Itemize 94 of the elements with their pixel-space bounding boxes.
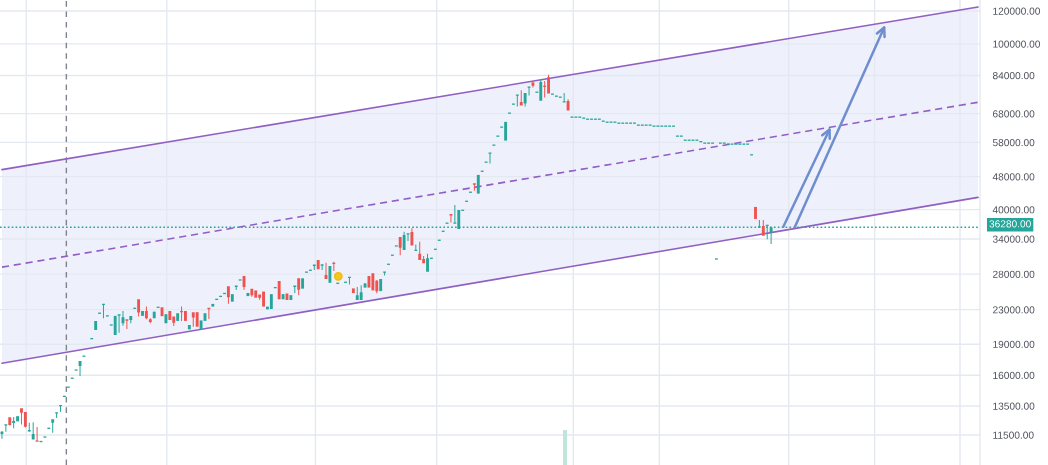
- candlestick: [383, 271, 387, 276]
- y-tick-label: 19000.00: [993, 340, 1035, 348]
- candlestick: [211, 303, 215, 307]
- y-tick-label: 84000.00: [992, 72, 1035, 80]
- candlestick: [254, 290, 258, 298]
- candlestick: [141, 310, 144, 316]
- candlestick: [250, 288, 254, 297]
- candlestick: [16, 416, 20, 422]
- candlestick: [301, 278, 305, 289]
- candlestick: [355, 286, 359, 300]
- y-tick-label: 68000.00: [993, 110, 1035, 118]
- candlestick: [226, 286, 230, 304]
- candlestick: [426, 253, 429, 272]
- candlestick: [281, 294, 285, 300]
- candlestick: [12, 416, 16, 429]
- candlestick: [289, 295, 293, 300]
- candlestick: [55, 412, 59, 418]
- candlestick: [230, 294, 234, 302]
- candlestick: [51, 419, 55, 433]
- candlestick: [94, 321, 98, 331]
- candlestick: [757, 219, 761, 228]
- candlestick: [398, 236, 402, 256]
- candlestick: [35, 426, 39, 442]
- y-tick-label: 100000.00: [993, 40, 1041, 48]
- candlestick: [348, 276, 351, 285]
- candlestick: [129, 315, 133, 324]
- candlestick: [269, 294, 273, 310]
- candlestick: [476, 174, 480, 194]
- candlestick: [187, 324, 191, 330]
- y-tick-label: 11500.00: [993, 431, 1034, 439]
- candlestick: [8, 417, 12, 426]
- candlestick: [148, 318, 152, 324]
- candlestick: [379, 278, 383, 292]
- candlestick: [515, 94, 519, 107]
- candlestick: [504, 121, 508, 141]
- candlestick: [761, 219, 765, 236]
- candlestick: [102, 303, 105, 319]
- candlestick: [180, 306, 183, 321]
- candlestick: [488, 152, 492, 164]
- candlestick: [164, 314, 168, 324]
- candlestick: [137, 299, 141, 317]
- candlestick: [316, 259, 320, 270]
- y-tick-label: 58000.00: [992, 139, 1035, 147]
- candlestick: [562, 92, 566, 103]
- candlestick: [4, 424, 8, 432]
- candlestick: [125, 319, 129, 329]
- candlestick: [539, 79, 543, 101]
- y-tick-label: 16000.00: [993, 371, 1035, 380]
- candlestick: [406, 233, 410, 242]
- candlestick: [23, 411, 27, 428]
- candlestick: [176, 313, 180, 321]
- candlestick: [246, 292, 250, 297]
- candlestick: [363, 283, 367, 288]
- ref-line-label: 36280.00: [989, 220, 1031, 228]
- candlestick: [410, 228, 414, 246]
- candlestick: [262, 291, 265, 307]
- candlestick: [418, 241, 422, 260]
- candlestick: [27, 422, 31, 432]
- candlestick: [113, 315, 117, 336]
- y-tick-label: 48000.00: [992, 173, 1035, 181]
- candlestick: [332, 261, 336, 272]
- candlestick: [519, 90, 523, 106]
- candlestick: [31, 422, 35, 440]
- candlestick: [191, 312, 195, 327]
- y-tick-label: 40000.00: [992, 206, 1035, 214]
- y-tick-label: 23000.00: [993, 306, 1035, 314]
- candlestick: [328, 266, 332, 283]
- candlestick: [371, 273, 375, 291]
- y-tick-label: 28000.00: [993, 270, 1035, 278]
- candlestick: [152, 311, 156, 319]
- candlestick: [351, 288, 355, 294]
- candlestick: [547, 74, 551, 94]
- candlestick: [59, 404, 62, 412]
- candlestick: [523, 92, 527, 107]
- candlestick: [117, 314, 121, 333]
- candlestick: [207, 307, 211, 319]
- candlestick: [359, 285, 363, 300]
- y-tick-label: 120000.00: [993, 7, 1041, 15]
- candlestick: [297, 278, 301, 296]
- candlestick: [754, 206, 757, 219]
- candlestick: [320, 264, 324, 270]
- y-tick-label: 34000.00: [992, 235, 1035, 243]
- candlestick: [184, 310, 187, 321]
- candlestick: [527, 86, 531, 96]
- candlestick: [293, 285, 297, 293]
- y-tick-label: 13500.00: [993, 402, 1035, 410]
- candlestick: [144, 306, 148, 320]
- candlestick: [449, 214, 453, 223]
- candlestick: [472, 183, 476, 191]
- candlestick: [566, 99, 570, 111]
- candlestick: [20, 408, 23, 425]
- candlestick: [277, 280, 281, 300]
- candlestick: [195, 312, 199, 327]
- candlestick: [402, 231, 406, 250]
